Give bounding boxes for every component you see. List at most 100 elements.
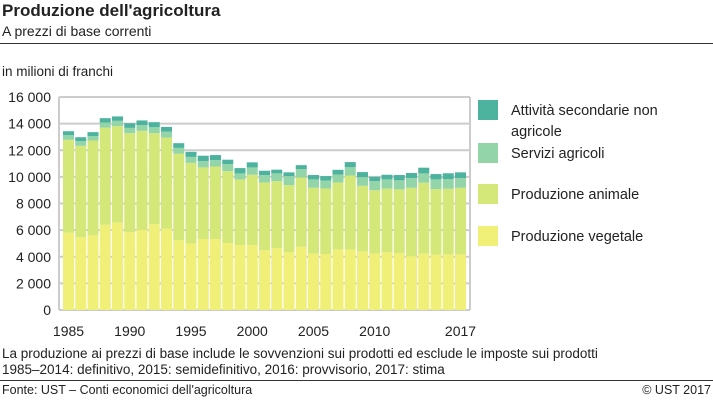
bar-segment-1999-series-1 bbox=[234, 179, 246, 246]
bar-segment-1995-series-1 bbox=[185, 162, 197, 244]
bar-segment-2015-series-0 bbox=[430, 254, 442, 310]
x-tick-label: 1990 bbox=[114, 323, 145, 339]
y-tick-label: 0 bbox=[43, 302, 51, 318]
bar-segment-2007-series-1 bbox=[332, 182, 344, 250]
bar-segment-2006-series-1 bbox=[320, 188, 332, 255]
legend-label: Produzione vegetale bbox=[511, 229, 643, 245]
bar-segment-2015-series-3 bbox=[430, 174, 442, 180]
x-tick-label: 2017 bbox=[445, 323, 476, 339]
bar-segment-2004-series-1 bbox=[295, 177, 307, 247]
header-divider bbox=[0, 43, 713, 44]
bar-segment-2017-series-2 bbox=[455, 178, 466, 188]
bar-segment-2006-series-3 bbox=[320, 176, 332, 181]
bar-segment-2004-series-3 bbox=[295, 165, 307, 170]
bar-segment-2012-series-2 bbox=[393, 180, 405, 190]
bar-segment-2011-series-0 bbox=[381, 252, 393, 310]
bar-segment-2007-series-2 bbox=[332, 174, 344, 183]
copyright-text: © UST 2017 bbox=[642, 383, 711, 397]
bar-segment-1992-series-2 bbox=[148, 127, 160, 134]
y-tick-label: 16 000 bbox=[8, 89, 51, 105]
note-line-1: La produzione ai prezzi di base include … bbox=[2, 346, 598, 361]
bar-segment-2003-series-0 bbox=[283, 252, 295, 310]
bar-segment-1995-series-3 bbox=[185, 151, 197, 157]
bar-segment-1992-series-0 bbox=[148, 224, 160, 310]
bar-segment-2016-series-1 bbox=[442, 188, 454, 255]
bar-segment-2009-series-3 bbox=[357, 172, 368, 178]
bar-segment-2001-series-1 bbox=[259, 182, 270, 251]
bar-segment-2002-series-2 bbox=[271, 173, 283, 182]
bar-segment-1998-series-3 bbox=[222, 159, 234, 165]
x-tick-label: 2000 bbox=[237, 323, 268, 339]
bar-segment-1991-series-1 bbox=[136, 130, 148, 230]
y-tick-label: 14 000 bbox=[8, 116, 51, 132]
bar-segment-2017-series-0 bbox=[455, 254, 466, 310]
bar-segment-2008-series-1 bbox=[344, 175, 356, 250]
bar-segment-2009-series-2 bbox=[357, 177, 368, 186]
bar-segment-1997-series-2 bbox=[210, 160, 221, 167]
bar-segment-1996-series-3 bbox=[197, 155, 209, 162]
bar-segment-2011-series-3 bbox=[381, 174, 393, 180]
bar-segment-2000-series-1 bbox=[246, 174, 258, 246]
bar-segment-2008-series-0 bbox=[344, 249, 356, 310]
bar-segment-2004-series-2 bbox=[295, 169, 307, 178]
bar-segment-1992-series-3 bbox=[148, 122, 160, 128]
bar-segment-2001-series-3 bbox=[259, 170, 270, 176]
note-line-2: 1985–2014: definitivo, 2015: semidefinit… bbox=[2, 362, 445, 377]
bar-segment-1998-series-0 bbox=[222, 243, 234, 310]
bar-segment-1992-series-1 bbox=[148, 133, 160, 225]
bar-segment-1989-series-1 bbox=[112, 126, 123, 223]
bar-segment-1999-series-3 bbox=[234, 168, 246, 174]
bar-segment-2002-series-3 bbox=[271, 169, 283, 174]
bar-segment-2013-series-2 bbox=[406, 178, 417, 188]
bar-segment-1990-series-1 bbox=[124, 133, 136, 233]
y-tick-label: 2 000 bbox=[16, 275, 51, 291]
bar-segment-1991-series-0 bbox=[136, 229, 148, 310]
bar-segment-1987-series-2 bbox=[87, 136, 99, 141]
bar-segment-1993-series-0 bbox=[161, 228, 172, 310]
bar-segment-1993-series-3 bbox=[161, 126, 172, 132]
bar-segment-1990-series-3 bbox=[124, 123, 136, 128]
bar-segment-1986-series-0 bbox=[75, 237, 87, 310]
y-tick-label: 10 000 bbox=[8, 169, 51, 185]
source-text: Fonte: UST – Conti economici dell'agrico… bbox=[2, 383, 253, 397]
bar-segment-2013-series-1 bbox=[406, 187, 417, 257]
bar-segment-2008-series-2 bbox=[344, 167, 356, 176]
bar-segment-1998-series-1 bbox=[222, 171, 234, 244]
bar-segment-1995-series-2 bbox=[185, 156, 197, 163]
bar-segment-2012-series-3 bbox=[393, 175, 405, 181]
bar-segment-2003-series-2 bbox=[283, 176, 295, 186]
bar-segment-2014-series-2 bbox=[418, 173, 430, 183]
legend-label: agricole bbox=[511, 124, 562, 140]
x-tick-label: 2010 bbox=[359, 323, 390, 339]
bar-segment-1988-series-0 bbox=[99, 224, 111, 310]
bar-segment-2016-series-2 bbox=[442, 179, 454, 189]
x-tick-label: 2005 bbox=[298, 323, 329, 339]
bar-segment-1989-series-0 bbox=[112, 222, 123, 310]
bar-segment-1987-series-1 bbox=[87, 140, 99, 236]
bar-segment-2010-series-1 bbox=[369, 190, 381, 254]
bar-segment-2009-series-1 bbox=[357, 185, 368, 252]
bar-segment-2011-series-1 bbox=[381, 188, 393, 253]
y-tick-label: 8 000 bbox=[16, 196, 51, 212]
bar-segment-2008-series-3 bbox=[344, 162, 356, 168]
bar-segment-1988-series-1 bbox=[99, 127, 111, 225]
bar-segment-2017-series-1 bbox=[455, 187, 466, 255]
y-axis-label: in milioni di franchi bbox=[2, 64, 114, 79]
bar-segment-1990-series-0 bbox=[124, 232, 136, 310]
bar-segment-2015-series-1 bbox=[430, 189, 442, 255]
bar-segment-2000-series-3 bbox=[246, 162, 258, 168]
bar-segment-2010-series-2 bbox=[369, 181, 381, 191]
bar-segment-2013-series-3 bbox=[406, 173, 417, 179]
bar-segment-1993-series-1 bbox=[161, 137, 172, 229]
legend-swatch bbox=[478, 226, 498, 246]
bar-segment-2009-series-0 bbox=[357, 251, 368, 310]
bar-segment-2012-series-1 bbox=[393, 189, 405, 254]
bar-segment-2014-series-1 bbox=[418, 182, 430, 254]
bar-segment-2016-series-0 bbox=[442, 254, 454, 310]
bar-segment-2011-series-2 bbox=[381, 179, 393, 189]
bar-segment-1988-series-3 bbox=[99, 118, 111, 123]
bar-segment-1996-series-1 bbox=[197, 167, 209, 240]
stacked-bar-chart: 0 2 000 4 000 6 000 8 000 10 000 12 000 14 000 1… bbox=[8, 89, 658, 339]
bar-segment-1994-series-1 bbox=[173, 153, 185, 241]
